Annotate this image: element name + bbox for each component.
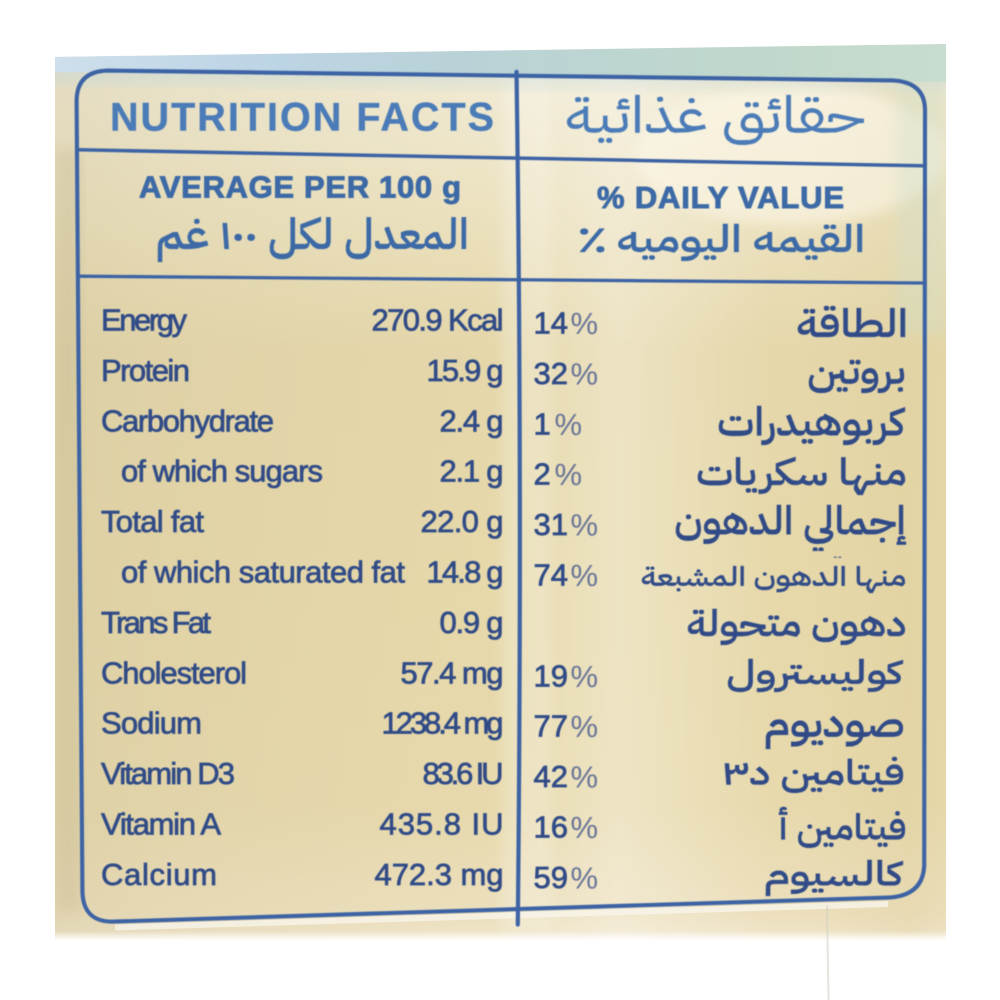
svg-text:270.9 Kcal: 270.9 Kcal (372, 303, 504, 338)
svg-text:2.4 g: 2.4 g (440, 403, 504, 438)
svg-text:19: 19 (534, 658, 568, 693)
svg-text:1: 1 (534, 406, 551, 441)
svg-text:59: 59 (534, 860, 568, 895)
svg-text:%: % (555, 407, 583, 442)
svg-text:14.8 g: 14.8 g (427, 555, 504, 590)
svg-text:AVERAGE PER 100 g: AVERAGE PER 100 g (139, 170, 461, 205)
svg-text:77: 77 (534, 709, 568, 744)
svg-text:2.1 g: 2.1 g (440, 454, 504, 489)
svg-text:Total fat: Total fat (101, 504, 204, 539)
svg-text:Vitamin D3: Vitamin D3 (101, 756, 235, 791)
svg-text:0.9 g: 0.9 g (440, 605, 504, 640)
svg-text:Protein: Protein (101, 353, 190, 388)
svg-text:74: 74 (534, 558, 568, 593)
svg-text:%: % (571, 508, 599, 543)
svg-text:of which sugars: of which sugars (121, 454, 323, 489)
svg-text:83.6 IU: 83.6 IU (423, 756, 504, 791)
svg-text:%: % (571, 760, 599, 795)
svg-text:%: % (555, 457, 583, 492)
svg-text:%: % (571, 709, 599, 744)
svg-text:Calcium: Calcium (101, 857, 217, 892)
svg-text:1238.4 mg: 1238.4 mg (382, 706, 504, 741)
svg-text:%: % (571, 860, 599, 895)
svg-text:Trans Fat: Trans Fat (101, 605, 211, 640)
svg-text:42: 42 (534, 759, 568, 794)
svg-text:Vitamin A: Vitamin A (101, 807, 221, 842)
svg-text:22.0 g: 22.0 g (421, 504, 504, 539)
svg-text:14: 14 (534, 306, 568, 341)
svg-text:% DAILY VALUE: % DAILY VALUE (597, 180, 844, 215)
svg-text:57.4 mg: 57.4 mg (401, 655, 504, 690)
svg-text:%: % (571, 356, 599, 391)
svg-text:%: % (571, 558, 599, 593)
svg-text:Sodium: Sodium (101, 706, 202, 741)
svg-text:%: % (571, 306, 599, 341)
svg-text:Cholesterol: Cholesterol (101, 655, 247, 690)
svg-text:16: 16 (534, 810, 568, 845)
svg-text:NUTRITION FACTS: NUTRITION FACTS (110, 96, 494, 140)
svg-text:2: 2 (534, 457, 551, 492)
svg-text:Carbohydrate: Carbohydrate (101, 403, 274, 438)
svg-text:%: % (571, 659, 599, 694)
svg-text:of which saturated fat: of which saturated fat (121, 555, 405, 590)
svg-text:435.8 IU: 435.8 IU (380, 807, 504, 842)
svg-text:%: % (571, 810, 599, 845)
svg-text:472.3 mg: 472.3 mg (375, 857, 504, 892)
svg-text:31: 31 (534, 507, 568, 542)
svg-text:15.9 g: 15.9 g (427, 353, 504, 388)
svg-text:32: 32 (534, 356, 568, 391)
svg-text:Energy: Energy (101, 303, 188, 338)
